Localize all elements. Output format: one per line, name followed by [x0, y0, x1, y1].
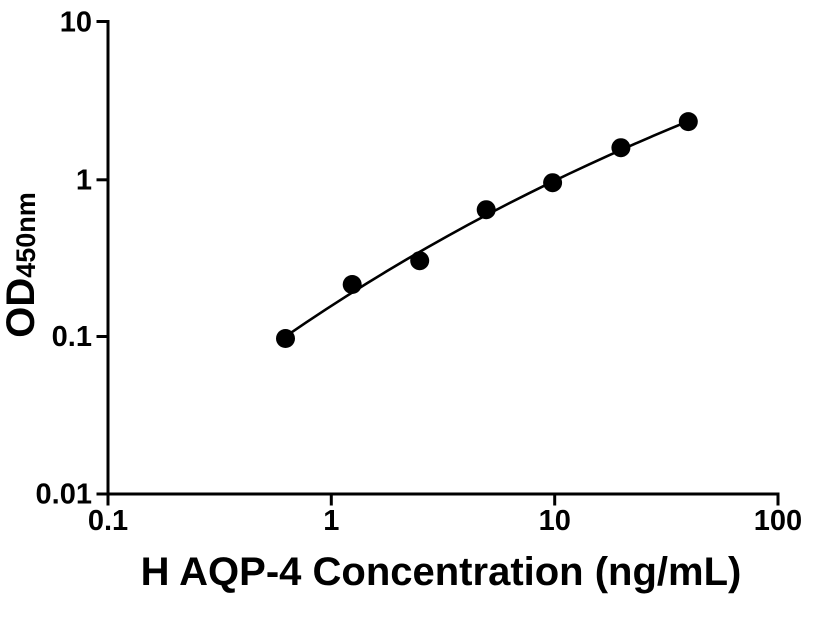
- svg-text:0.01: 0.01: [36, 479, 92, 511]
- svg-text:10: 10: [539, 505, 571, 537]
- svg-text:100: 100: [754, 505, 802, 537]
- svg-text:H AQP-4 Concentration (ng/mL): H AQP-4 Concentration (ng/mL): [141, 550, 742, 594]
- svg-text:1: 1: [76, 165, 92, 197]
- svg-text:10: 10: [60, 7, 92, 39]
- svg-text:1: 1: [323, 505, 339, 537]
- svg-text:0.1: 0.1: [88, 505, 128, 537]
- svg-text:0.1: 0.1: [52, 321, 92, 353]
